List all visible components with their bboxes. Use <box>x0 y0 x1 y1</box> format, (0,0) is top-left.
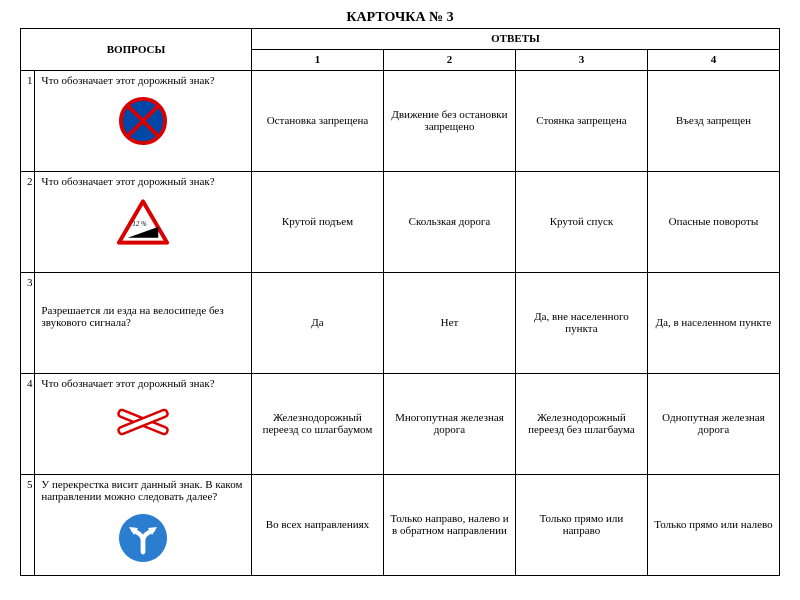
row-number: 5 <box>21 475 35 576</box>
table-row: 2Что обозначает этот дорожный знак? 12 %… <box>21 172 780 273</box>
row-number: 3 <box>21 273 35 374</box>
no-stopping-icon <box>119 97 167 145</box>
table-row: 3Разрешается ли езда на велосипеде без з… <box>21 273 780 374</box>
answer-cell: Остановка запрещена <box>251 71 383 172</box>
answer-cell: Только прямо или направо <box>515 475 647 576</box>
answer-cell: Во всех направлениях <box>251 475 383 576</box>
answer-cell: Только прямо или налево <box>647 475 779 576</box>
right-or-left-icon <box>118 513 168 563</box>
card-title: КАРТОЧКА № 3 <box>20 10 780 26</box>
question-text: Что обозначает этот дорожный знак? <box>41 378 245 390</box>
quiz-table: ВОПРОСЫ ОТВЕТЫ 1 2 3 4 1Что обозначает э… <box>20 28 780 576</box>
answer-cell: Крутой спуск <box>515 172 647 273</box>
question-cell: Что обозначает этот дорожный знак? <box>35 374 252 475</box>
question-cell: Что обозначает этот дорожный знак? <box>35 71 252 172</box>
answer-cell: Железнодорожный переезд без шлагбаума <box>515 374 647 475</box>
answer-cell: Крутой подъем <box>251 172 383 273</box>
answer-cell: Движение без остановки запрещено <box>383 71 515 172</box>
sign-wrap <box>41 390 245 444</box>
question-text: Разрешается ли езда на велосипеде без зв… <box>41 305 245 329</box>
row-number: 2 <box>21 172 35 273</box>
question-cell: Что обозначает этот дорожный знак? 12 % <box>35 172 252 273</box>
rail-cross-icon <box>113 400 173 444</box>
header-a1: 1 <box>251 50 383 71</box>
answer-cell: Да, вне населенного пункта <box>515 273 647 374</box>
answer-cell: Стоянка запрещена <box>515 71 647 172</box>
question-cell: У перекрестка висит данный знак. В каком… <box>35 475 252 576</box>
table-row: 4 Что обозначает этот дорожный знак? Желе… <box>21 374 780 475</box>
sign-wrap: 12 % <box>41 188 245 246</box>
answer-cell: Въезд запрещен <box>647 71 779 172</box>
answer-cell: Многопутная железная дорога <box>383 374 515 475</box>
answer-cell: Опасные повороты <box>647 172 779 273</box>
svg-text:12 %: 12 % <box>133 221 148 228</box>
table-row: 5У перекрестка висит данный знак. В како… <box>21 475 780 576</box>
answer-cell: Да <box>251 273 383 374</box>
question-cell: Разрешается ли езда на велосипеде без зв… <box>35 273 252 374</box>
table-row: 1 Что обозначает этот дорожный знак? Оста… <box>21 71 780 172</box>
header-answers: ОТВЕТЫ <box>251 29 779 50</box>
header-a3: 3 <box>515 50 647 71</box>
answer-cell: Только направо, налево и в обратном напр… <box>383 475 515 576</box>
sign-wrap <box>41 503 245 563</box>
question-text: У перекрестка висит данный знак. В каком… <box>41 479 245 503</box>
answer-cell: Нет <box>383 273 515 374</box>
row-number: 1 <box>21 71 35 172</box>
answer-cell: Однопутная железная дорога <box>647 374 779 475</box>
question-text: Что обозначает этот дорожный знак? <box>41 176 245 188</box>
header-questions: ВОПРОСЫ <box>21 29 252 71</box>
steep-descent-icon: 12 % <box>116 198 170 246</box>
question-text: Что обозначает этот дорожный знак? <box>41 75 245 87</box>
row-number: 4 <box>21 374 35 475</box>
answer-cell: Скользкая дорога <box>383 172 515 273</box>
answer-cell: Да, в населенном пункте <box>647 273 779 374</box>
answer-cell: Железнодорожный переезд со шлагбаумом <box>251 374 383 475</box>
header-a4: 4 <box>647 50 779 71</box>
header-a2: 2 <box>383 50 515 71</box>
sign-wrap <box>41 87 245 145</box>
